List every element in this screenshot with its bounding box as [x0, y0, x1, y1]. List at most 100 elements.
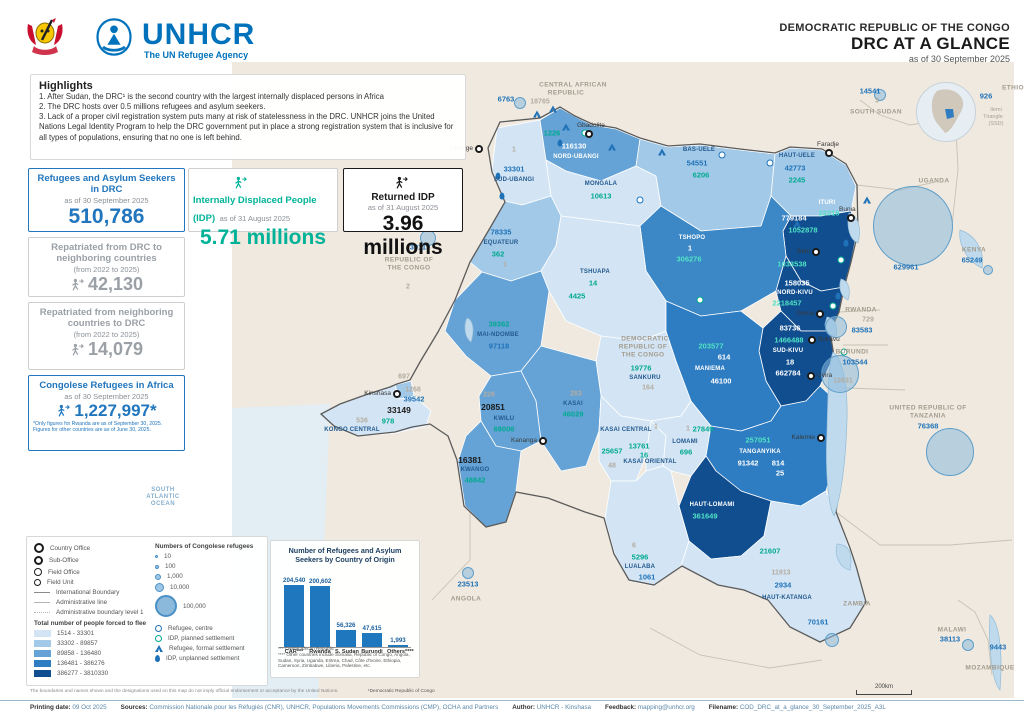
legend-left-column: Country Office Sub-Office Field Office F…	[34, 543, 152, 680]
footer-item: Feedback: mapping@unhcr.org	[604, 704, 695, 711]
bin2-swatch	[34, 640, 51, 647]
highlight-item: 3. Lack of a proper civil registration s…	[39, 112, 454, 142]
bin4-swatch	[34, 660, 51, 667]
circle-size-1000: 1,000	[155, 573, 265, 580]
returned-idp-person-icon	[396, 176, 408, 189]
circle-size-100: 100	[155, 563, 265, 570]
idp-person-icon	[235, 176, 247, 189]
bin3-swatch	[34, 650, 51, 657]
title-country: DEMOCRATIC REPUBLIC OF THE CONGO	[779, 22, 1010, 34]
circle-10000-icon	[155, 583, 164, 592]
circle-size-10000: 10,000	[155, 583, 265, 592]
title-block: DEMOCRATIC REPUBLIC OF THE CONGO DRC AT …	[779, 22, 1010, 64]
repatriated-to-value: 14,079	[87, 338, 144, 359]
title-date: as of 30 September 2025	[908, 54, 1010, 64]
chart-bar: 204,540 CAR***	[283, 577, 306, 655]
highlights-title: Highlights	[39, 80, 93, 92]
chart-bar: 200,602 Rwanda	[309, 578, 332, 655]
refugees-date: as of 30 September 2025	[64, 195, 149, 205]
refugee-formal-settlement-icon	[155, 645, 163, 652]
province-lualaba	[604, 465, 690, 587]
legend-idp-planned: IDP, planned settlement	[155, 635, 267, 642]
chart-bar-fill	[362, 633, 382, 647]
legend-field-unit: Field Unit	[34, 579, 152, 586]
flee-bin-2: 33302 - 89857	[34, 640, 152, 647]
page-title: DRC AT A GLANCE	[850, 34, 1010, 53]
lake-mweru	[835, 543, 852, 571]
footer-bar: Printing date: 09 Oct 2025 Sources: Commi…	[0, 700, 1024, 724]
repatriated-from-date: (from 2022 to 2025)	[73, 264, 140, 274]
provinces	[320, 107, 867, 643]
returnee-person-icon	[72, 278, 84, 291]
repatriated-from-value: 42,130	[87, 273, 144, 294]
congolese-date: as of 30 September 2025	[64, 391, 149, 401]
drc-international-boundary	[319, 106, 867, 643]
idp-value: 5.71 millions	[199, 226, 327, 249]
refugee-centre-icon	[155, 625, 162, 632]
bin1-swatch	[34, 630, 51, 637]
chart-bar-category: CAR***	[284, 649, 304, 655]
lake-victoria	[959, 229, 983, 269]
legend-admin-line: Administrative line	[34, 599, 152, 606]
admin-boundary-level1-icon	[34, 612, 50, 613]
origin-chart-box: Number of Refugees and Asylum Seekers by…	[270, 540, 420, 678]
returned-idp-value: 3.96 millions	[363, 212, 443, 259]
repatriated-to-value-row: 14,079	[33, 339, 180, 360]
refugees-title: Refugees and Asylum Seekers in DRC	[37, 173, 176, 195]
repatriated-from-value-row: 42,130	[33, 274, 180, 295]
highlights-box: Highlights 1. After Sudan, the DRC¹ is t…	[30, 74, 466, 160]
circle-size-100000: 100,000	[155, 595, 265, 617]
legend-settlements: Refugee, centre IDP, planned settlement …	[155, 625, 267, 665]
bin5-swatch	[34, 670, 51, 677]
circle-100000-icon	[155, 595, 177, 617]
chart-bar-value: 204,540	[283, 577, 306, 584]
chart-bar-category: Rwanda	[309, 649, 331, 655]
chart-bar: 1,993 Others****	[387, 637, 414, 655]
legend-field-office: Field Office	[34, 568, 152, 576]
field-unit-icon	[34, 579, 41, 586]
lake-malawi	[989, 614, 1002, 691]
drc-footnote: ¹Democratic Republic of Congo	[368, 689, 435, 694]
chart-bar-fill	[388, 645, 408, 647]
repatriated-from-box: Repatriated from DRC to neighboring coun…	[28, 237, 185, 297]
legend-country-office: Country Office	[34, 543, 152, 553]
chart-baseline	[279, 647, 411, 648]
chart-bar-fill	[284, 585, 304, 647]
chart-footnote-1: *** Central African Republic	[278, 646, 334, 651]
highlight-item: 2. The DRC hosts over 0.5 millions refug…	[39, 102, 266, 112]
repatriated-to-date: (from 2022 to 2025)	[73, 329, 140, 339]
circle-100-icon	[155, 564, 159, 569]
chart-bar-fill	[310, 586, 330, 647]
footer-item: Sources: Commission Nationale pour les R…	[120, 704, 499, 711]
idp-stat-box: Internally Displaced People (IDP) as of …	[188, 168, 338, 249]
flee-bin-4: 136481 - 386276	[34, 660, 152, 667]
country-office-icon	[34, 543, 44, 553]
drc-coat-of-arms	[27, 18, 63, 55]
circle-size-10: 10	[155, 553, 265, 560]
field-office-icon	[34, 568, 42, 576]
legend-idp-unplanned: IDP, unplanned settlement	[155, 655, 267, 662]
highlight-item: 1. After Sudan, the DRC¹ is the second c…	[39, 92, 384, 101]
sub-office-icon	[34, 556, 43, 565]
footer-item: Printing date: 09 Oct 2025	[30, 704, 107, 711]
unhcr-emblem-icon	[96, 18, 132, 56]
chart-bar-value: 56,326	[336, 622, 356, 629]
flee-scale-title: Total number of people forced to flee	[34, 620, 147, 627]
flee-bin-1: 1514 - 33301	[34, 630, 152, 637]
chart-bar-category: S. Sudan	[335, 649, 359, 655]
legend-admin-boundary1: Administrative boundary level 1	[34, 609, 152, 616]
chart-bar-fill	[336, 630, 356, 647]
congolese-value: 1,227,997*	[74, 400, 157, 420]
unhcr-logo-text: UNHCR	[142, 18, 256, 51]
refugee-person-icon	[58, 405, 71, 417]
congolese-refugees-box: Congolese Refugees in Africa as of 30 Se…	[28, 375, 185, 451]
refugees-stat-box: Refugees and Asylum Seekers in DRC as of…	[28, 168, 185, 232]
footer-item: Author: UNHCR - Kinshasa	[512, 704, 591, 711]
chart-bar-value: 200,602	[309, 578, 332, 585]
circle-10-icon	[155, 555, 158, 558]
legend-refugee-formal: Refugee, formal settlement	[155, 645, 267, 652]
africa-inset-map	[931, 89, 964, 133]
repatriated-to-title: Repatriated from neighboring countries t…	[39, 307, 174, 329]
idp-unplanned-settlement-icon	[155, 655, 160, 662]
flee-bin-3: 89858 - 136480	[34, 650, 152, 657]
